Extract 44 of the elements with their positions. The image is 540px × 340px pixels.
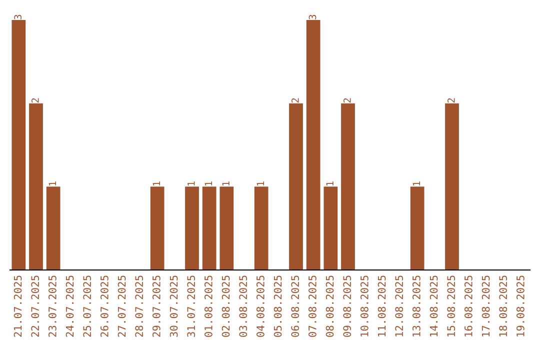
- x-tick-label: 19.08.2025: [516, 276, 524, 336]
- x-tick-label: 08.08.2025: [326, 276, 334, 337]
- x-tick-label: 05.08.2025: [274, 276, 282, 337]
- data-label: 1: [204, 181, 212, 186]
- x-tick-label: 03.08.2025: [239, 276, 248, 337]
- x-tick-label: 25.07.2025: [83, 276, 92, 337]
- x-tick-label: 31.07.2025: [187, 276, 196, 337]
- x-tick-label: 21.07.2025: [14, 276, 22, 337]
- x-tick-label: 07.08.2025: [308, 276, 316, 337]
- x-tick-label: 26.07.2025: [100, 276, 108, 337]
- data-label: 2: [447, 98, 455, 103]
- data-label: 1: [152, 181, 160, 186]
- x-tick-label: 22.07.2025: [31, 276, 40, 337]
- data-label: 1: [48, 181, 56, 186]
- x-tick-label: 16.08.2025: [464, 276, 472, 336]
- x-tick-label: 10.08.2025: [360, 276, 368, 336]
- x-tick-label: 30.07.2025: [170, 276, 178, 337]
- data-label: 1: [326, 181, 334, 186]
- x-tick-label: 27.07.2025: [118, 276, 126, 337]
- x-tick-label: 14.08.2025: [430, 276, 438, 336]
- x-tick-label: 04.08.2025: [256, 276, 264, 337]
- data-label: 2: [31, 98, 39, 103]
- x-tick-label: 01.08.2025: [204, 276, 212, 337]
- x-tick-label: 11.08.2025: [378, 276, 386, 336]
- x-tick-label: 29.07.2025: [152, 276, 160, 337]
- data-label: 1: [222, 181, 230, 186]
- data-label: 2: [291, 98, 299, 103]
- data-label: 1: [412, 181, 420, 186]
- x-tick-label: 28.07.2025: [135, 276, 144, 337]
- x-tick-label: 15.08.2025: [447, 276, 456, 336]
- x-tick-label: 09.08.2025: [343, 276, 352, 337]
- x-tick-label: 06.08.2025: [291, 276, 300, 337]
- data-label: 1: [256, 181, 264, 186]
- x-tick-label: 13.08.2025: [412, 276, 420, 336]
- x-tick-label: 17.08.2025: [482, 276, 490, 336]
- x-tick-label: 12.08.2025: [395, 276, 404, 336]
- x-tick-label: 02.08.2025: [222, 276, 230, 337]
- x-tick-label: 23.07.2025: [48, 276, 56, 337]
- data-label: 3: [14, 14, 22, 20]
- data-label: 3: [308, 14, 316, 20]
- x-tick-label: 18.08.2025: [499, 276, 508, 336]
- data-label: 2: [343, 98, 351, 103]
- data-label: 1: [188, 181, 195, 186]
- x-tick-label: 24.07.2025: [66, 276, 74, 337]
